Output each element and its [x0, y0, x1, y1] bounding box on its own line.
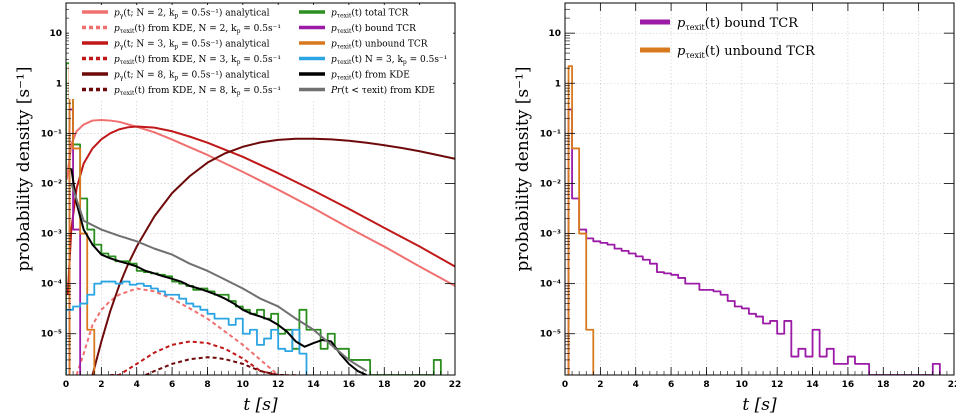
- x-tick-label: 16: [343, 380, 356, 390]
- x-tick-label: 22: [449, 380, 462, 390]
- legend-label-1: pτexit(t) from KDE, N = 2, kp = 0.5s⁻¹: [114, 23, 281, 35]
- x-tick-label: 18: [378, 380, 391, 390]
- right-y-axis-label: probability density [s⁻¹]: [513, 67, 533, 272]
- x-tick-label: 2: [98, 380, 104, 390]
- left-series-6: [66, 63, 441, 375]
- x-tick-label: 10: [237, 380, 250, 390]
- y-tick-label: 10⁻⁴: [41, 280, 62, 290]
- x-tick-label: 0: [562, 380, 568, 390]
- x-tick-label: 18: [877, 380, 890, 390]
- right-series-1: [569, 66, 594, 375]
- y-tick-label: 10⁻³: [540, 230, 561, 240]
- right-x-axis: 0 2 4 6 8 10 12 14 16 18 20 22: [562, 3, 956, 390]
- y-tick-label: 10⁻¹: [540, 129, 561, 139]
- legend-label-1: pτexit(t) unbound TCR: [677, 44, 816, 60]
- y-tick-label: 10⁻⁵: [540, 330, 561, 340]
- x-tick-label: 12: [272, 380, 285, 390]
- y-tick-label: 10⁻²: [41, 179, 62, 189]
- left-y-axis-label: probability density [s⁻¹]: [14, 67, 34, 272]
- legend-box: [69, 5, 453, 99]
- y-tick-label: 10⁻²: [540, 179, 561, 189]
- x-tick-label: 10: [736, 380, 749, 390]
- left-series: [66, 63, 455, 375]
- y-tick-label: 10⁻⁵: [41, 330, 62, 340]
- legend-label-2: pγ(t; N = 3, kp = 0.5s⁻¹) analytical: [114, 39, 270, 51]
- x-tick-label: 12: [771, 380, 784, 390]
- x-tick-label: 20: [413, 380, 426, 390]
- x-tick-label: 8: [204, 380, 210, 390]
- right-series-0: [569, 109, 940, 375]
- x-tick-label: 16: [842, 380, 855, 390]
- y-tick-label: 1: [56, 79, 62, 89]
- y-tick-label: 10⁻⁴: [540, 280, 561, 290]
- x-tick-label: 4: [134, 380, 140, 390]
- x-tick-label: 0: [63, 380, 69, 390]
- legend-label-11: Pr(t < τexit) from KDE: [330, 85, 435, 96]
- x-tick-label: 4: [633, 380, 639, 390]
- x-tick-label: 6: [169, 380, 175, 390]
- y-tick-label: 10⁻³: [41, 230, 62, 240]
- x-tick-label: 2: [597, 380, 603, 390]
- legend-label-3: pτexit(t) from KDE, N = 3, kp = 0.5s⁻¹: [114, 54, 281, 66]
- x-tick-label: 22: [948, 380, 956, 390]
- x-tick-label: 14: [307, 380, 320, 390]
- right-series: [569, 66, 940, 375]
- x-tick-label: 14: [806, 380, 819, 390]
- y-tick-label: 1: [555, 79, 561, 89]
- legend-label-0: pτexit(t) bound TCR: [677, 16, 799, 32]
- right-legend: pτexit(t) bound TCR pτexit(t) unbound TCR: [640, 16, 816, 60]
- left-x-axis-label: t [s]: [243, 395, 278, 415]
- left-series-11: [71, 183, 366, 371]
- left-chart: 0 2 4 6 8 10 12 14 16 18 20 22 10 1 10⁻¹ 10⁻² 10⁻³ 10⁻⁴ 10…: [14, 3, 461, 415]
- x-tick-label: 6: [668, 380, 674, 390]
- x-tick-label: 20: [912, 380, 925, 390]
- left-legend: pγ(t; N = 2, kp = 0.5s⁻¹) analytical pτex…: [69, 5, 453, 99]
- left-series-10: [71, 168, 366, 375]
- x-tick-label: 8: [703, 380, 709, 390]
- right-x-axis-label: t [s]: [742, 395, 777, 415]
- y-tick-label: 10: [49, 29, 62, 39]
- y-tick-label: 10⁻¹: [41, 129, 62, 139]
- legend-label-5: pτexit(t) from KDE, N = 8, kp = 0.5s⁻¹: [114, 85, 281, 97]
- right-chart: 0 2 4 6 8 10 12 14 16 18 20 22 10 1 10⁻¹ 10⁻² 10⁻³ 10⁻⁴ 10…: [513, 3, 956, 415]
- y-tick-label: 10: [548, 29, 561, 39]
- legend-label-4: pγ(t; N = 8, kp = 0.5s⁻¹) analytical: [114, 70, 270, 82]
- legend-label-0: pγ(t; N = 2, kp = 0.5s⁻¹) analytical: [114, 8, 270, 20]
